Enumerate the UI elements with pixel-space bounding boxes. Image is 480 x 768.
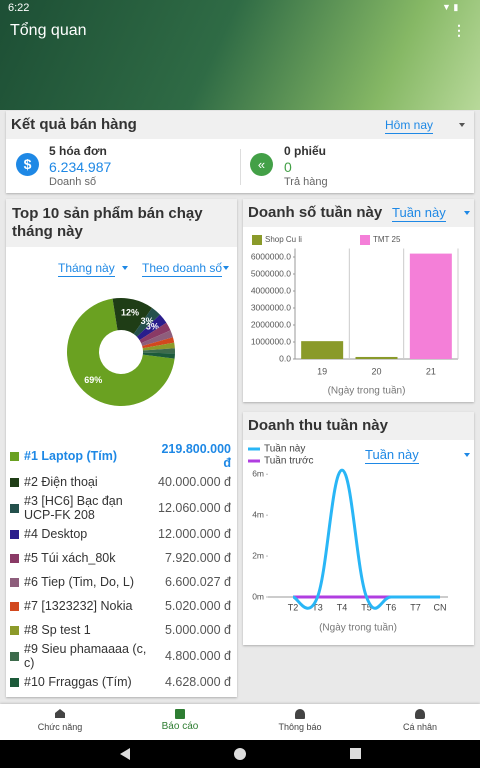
- product-row: #4 Desktop 12.000.000 đ: [6, 522, 237, 546]
- caret: [464, 453, 470, 457]
- header-title: Tổng quan: [10, 22, 87, 39]
- sales-card: Kết quả bán hàng Hôm nay $ 5 hóa đơn 6.2…: [6, 111, 474, 193]
- product-swatch: [10, 625, 19, 635]
- status-time: 6:22: [8, 2, 30, 14]
- home-button[interactable]: [234, 748, 246, 760]
- weekly-revenue-title: Doanh thu tuần này: [243, 412, 474, 440]
- product-swatch: [10, 651, 19, 661]
- nav-reports[interactable]: Báo cáo: [161, 721, 199, 732]
- system-nav: [0, 740, 480, 768]
- product-name: #10 Frraggas (Tím): [24, 675, 132, 689]
- bottom-nav: [0, 704, 480, 740]
- weekly-sales-title: Doanh số tuần này: [243, 199, 474, 227]
- returns-amount: 0: [284, 159, 292, 175]
- product-value: 5.020.000 đ: [164, 599, 231, 613]
- product-row: #7 [1323232] Nokia 5.020.000 đ: [6, 594, 237, 618]
- orders-amount: 6.234.987: [49, 159, 112, 175]
- product-row: #2 Điện thoại 40.000.000 đ: [6, 470, 237, 494]
- product-name: #4 Desktop: [24, 527, 88, 541]
- product-row: #5 Túi xách_80k 7.920.000 đ: [6, 546, 237, 570]
- recents-button[interactable]: [350, 748, 361, 759]
- caret: [122, 266, 128, 270]
- product-name: #5 Túi xách_80k: [24, 551, 116, 565]
- returns-icon: «: [250, 153, 273, 176]
- product-value: 4.800.000 đ: [164, 649, 231, 663]
- nav-icon: [295, 709, 305, 719]
- product-value: 5.000.000 đ: [164, 623, 231, 637]
- nav-icon: [55, 709, 65, 718]
- product-name: #3 [HC6] Bạc đạn UCP-FK 208: [24, 494, 123, 522]
- product-swatch: [10, 477, 19, 487]
- product-value: 12.060.000 đ: [158, 501, 231, 515]
- product-row: #8 Sp test 1 5.000.000 đ: [6, 618, 237, 642]
- product-swatch: [10, 529, 19, 539]
- top-products-title: Top 10 sản phẩm bán chạy tháng này: [6, 199, 237, 247]
- product-name: #8 Sp test 1: [24, 623, 91, 637]
- product-name: #9 Sieu phamaaaa (c, c): [24, 642, 147, 670]
- product-value: 40.000.000 đ: [158, 475, 231, 489]
- product-swatch: [10, 451, 19, 461]
- product-row: #9 Sieu phamaaaa (c, c) 4.800.000 đ: [6, 642, 237, 670]
- caret: [223, 266, 229, 270]
- top-products-card: Top 10 sản phẩm bán chạy tháng này Tháng…: [6, 199, 237, 697]
- nav-icon: [415, 709, 425, 719]
- product-list: #1 Laptop (Tím) 219.800.000 đ #2 Điện thoạ…: [6, 442, 237, 694]
- orders-label: Doanh số: [49, 176, 97, 188]
- product-row: #1 Laptop (Tím) 219.800.000 đ: [6, 442, 237, 470]
- product-row: #10 Frraggas (Tím) 4.628.000 đ: [6, 670, 237, 694]
- product-name: #6 Tiep (Tim, Do, L): [24, 575, 134, 589]
- sales-title: Kết quả bán hàng: [6, 111, 474, 139]
- top-period[interactable]: Tháng này: [58, 261, 115, 277]
- returns-label: Trả hàng: [284, 176, 328, 188]
- product-value: 6.600.027 đ: [164, 575, 231, 589]
- sales-icon: $: [16, 153, 39, 176]
- top-sort[interactable]: Theo doanh số: [142, 261, 223, 277]
- status-icons: ▼ ▮: [442, 2, 459, 12]
- sales-period[interactable]: Hôm nay: [385, 118, 434, 134]
- product-name: #2 Điện thoại: [24, 475, 98, 489]
- product-swatch: [10, 577, 19, 587]
- product-row: #6 Tiep (Tim, Do, L) 6.600.027 đ: [6, 570, 237, 594]
- product-name: #7 [1323232] Nokia: [24, 599, 133, 613]
- weekly-revenue-card: Doanh thu tuần này Tuần này: [243, 412, 474, 645]
- product-value: 12.000.000 đ: [158, 527, 231, 541]
- product-name: #1 Laptop (Tím): [24, 449, 118, 463]
- product-swatch: [10, 677, 19, 687]
- product-swatch: [10, 553, 19, 563]
- product-row: #3 [HC6] Bạc đạn UCP-FK 208 12.060.000 đ: [6, 494, 237, 522]
- weekly-revenue-period[interactable]: Tuần này: [365, 447, 419, 464]
- caret: [459, 123, 465, 127]
- product-value: 7.920.000 đ: [164, 551, 231, 565]
- app-header: [0, 0, 480, 110]
- product-value: 219.800.000 đ: [161, 442, 231, 470]
- product-value: 4.628.000 đ: [164, 675, 231, 689]
- nav-functions[interactable]: Chức năng: [37, 722, 83, 732]
- product-swatch: [10, 503, 19, 513]
- divider: [240, 149, 241, 185]
- product-swatch: [10, 601, 19, 611]
- back-button[interactable]: [120, 748, 130, 760]
- returns-count: 0 phiếu: [284, 144, 327, 158]
- weekly-sales-period[interactable]: Tuần này: [392, 205, 446, 222]
- weekly-sales-card: Doanh số tuần này Tuần này: [243, 199, 474, 402]
- menu-button[interactable]: ⋮: [452, 22, 466, 38]
- nav-notifications[interactable]: Thông báo: [278, 722, 322, 732]
- nav-profile[interactable]: Cá nhân: [402, 722, 438, 732]
- caret: [464, 211, 470, 215]
- nav-icon: [175, 709, 185, 719]
- orders-count: 5 hóa đơn: [49, 144, 107, 158]
